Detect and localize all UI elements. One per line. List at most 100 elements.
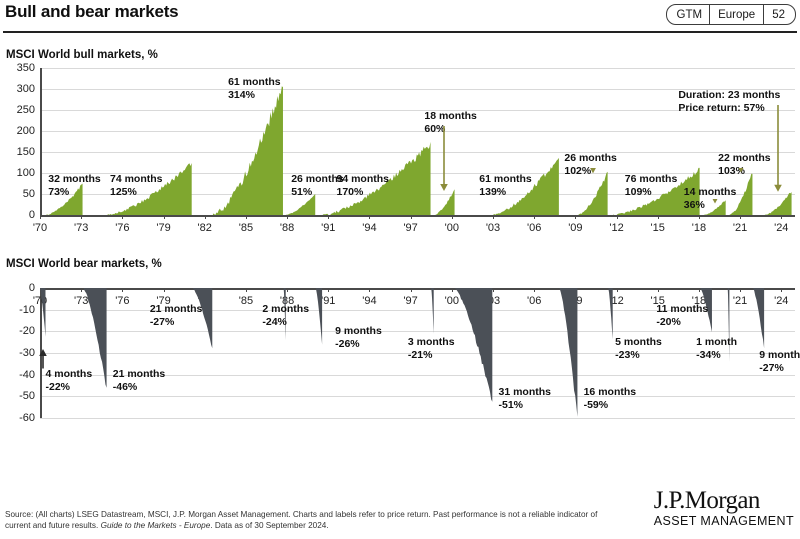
x-axis-tick-mark bbox=[616, 288, 618, 292]
annotation-return: -21% bbox=[407, 348, 433, 361]
callout-arrow-down bbox=[589, 168, 596, 174]
x-axis-tick-label: '70 bbox=[32, 222, 48, 234]
market-episode-area bbox=[455, 288, 493, 402]
x-axis-tick-mark bbox=[781, 288, 783, 292]
annotation-return: 109% bbox=[624, 186, 652, 198]
x-axis-tick-label: '91 bbox=[321, 222, 336, 234]
y-axis-line bbox=[40, 68, 42, 215]
bear-callout: 3 months -21% bbox=[408, 336, 455, 362]
x-axis-tick-mark bbox=[410, 288, 412, 292]
market-episode-area bbox=[764, 191, 792, 215]
annotation-return: -34% bbox=[696, 348, 721, 361]
x-axis-tick-label: '97 bbox=[403, 222, 418, 234]
annotation-return: -24% bbox=[262, 316, 287, 329]
page-header: Bull and bear markets GTM Europe 52 bbox=[0, 0, 800, 30]
bull-chart-title: MSCI World bull markets, % bbox=[6, 49, 158, 61]
y-axis-tick-label: -20 bbox=[19, 325, 35, 338]
x-axis-tick-mark bbox=[657, 215, 659, 219]
bull-callout: 74 months 125% bbox=[110, 173, 163, 199]
x-axis-tick-label: '03 bbox=[485, 222, 501, 234]
x-axis-tick-label: '88 bbox=[279, 222, 295, 234]
bull-callout: 18 months 60% bbox=[424, 110, 477, 136]
y-axis-tick-label: -40 bbox=[19, 368, 35, 381]
y-axis-tick-label: -30 bbox=[19, 347, 35, 359]
x-axis-tick-label: '82 bbox=[197, 222, 212, 234]
x-axis-tick-label: '12 bbox=[609, 222, 624, 234]
x-axis-tick-mark bbox=[616, 215, 618, 219]
x-axis-tick-mark bbox=[245, 288, 247, 292]
x-axis-tick-label: '06 bbox=[527, 222, 542, 234]
bear-callout: 16 months -59% bbox=[584, 386, 637, 412]
annotation-duration: 94 months bbox=[336, 173, 390, 185]
annotation-duration: 5 months bbox=[615, 335, 662, 348]
gridline bbox=[40, 331, 795, 333]
annotation-duration: 16 months bbox=[583, 385, 637, 398]
annotation-return: 314% bbox=[228, 89, 255, 102]
market-episode-area bbox=[283, 288, 286, 340]
bear-callout: 4 months -22% bbox=[45, 368, 92, 394]
annotation-return: -59% bbox=[583, 398, 609, 411]
x-axis-tick-label: '79 bbox=[156, 295, 171, 307]
bear-callout: 5 months -23% bbox=[615, 336, 662, 362]
gridline bbox=[40, 418, 795, 419]
market-episode-area bbox=[193, 288, 213, 349]
x-axis-tick-label: '91 bbox=[321, 295, 336, 307]
x-axis-tick-label: '00 bbox=[444, 222, 459, 234]
annotation-return: -27% bbox=[759, 361, 784, 374]
x-axis-tick-label: '15 bbox=[650, 222, 665, 234]
market-episode-area bbox=[285, 193, 316, 215]
bear-markets-chart: 0-10-20-30-40-50-60'70'73'76'79'82'85'88… bbox=[0, 274, 800, 434]
market-episode-area bbox=[613, 167, 700, 215]
bull-callout: 22 months 103% bbox=[718, 152, 771, 178]
market-episode-area bbox=[753, 288, 765, 349]
market-episode-area bbox=[46, 183, 83, 215]
callout-arrow-down bbox=[440, 126, 449, 191]
x-axis-tick-label: '21 bbox=[732, 295, 748, 307]
jpmorgan-logo: J.P.Morgan ASSET MANAGEMENT bbox=[654, 487, 794, 529]
x-axis-tick-label: '12 bbox=[609, 295, 624, 307]
annotation-return: 51% bbox=[291, 186, 313, 198]
gridline bbox=[40, 89, 795, 90]
x-axis-tick-label: '00 bbox=[444, 295, 459, 307]
market-episode-area bbox=[729, 171, 753, 215]
bull-callout: 14 months 36% bbox=[684, 186, 737, 212]
x-axis-tick-mark bbox=[122, 288, 124, 292]
market-episode-area bbox=[578, 171, 608, 215]
bear-callout: 9 months-27% bbox=[759, 349, 800, 375]
x-axis-tick-mark bbox=[287, 288, 289, 292]
y-axis-tick-label: 150 bbox=[16, 146, 35, 158]
badge-page-number: 52 bbox=[763, 5, 795, 24]
y-axis-tick-label: 250 bbox=[16, 104, 35, 116]
market-episode-area bbox=[700, 288, 712, 333]
x-axis-tick-mark bbox=[40, 215, 41, 219]
gridline bbox=[40, 68, 795, 69]
bull-callout: 61 months 139% bbox=[479, 173, 532, 199]
bull-market-series bbox=[46, 83, 792, 216]
annotation-return: -20% bbox=[656, 316, 681, 329]
x-axis-tick-mark bbox=[245, 215, 247, 219]
y-axis-tick-label: -60 bbox=[19, 412, 35, 424]
logo-tagline: ASSET MANAGEMENT bbox=[653, 514, 794, 528]
market-episode-area bbox=[322, 141, 431, 215]
gridline bbox=[40, 353, 795, 354]
y-axis-tick-label: 0 bbox=[28, 282, 35, 294]
y-axis-tick-label: 200 bbox=[16, 125, 35, 137]
x-axis-tick-mark bbox=[81, 215, 83, 219]
annotation-duration: 26 months bbox=[564, 152, 617, 164]
x-axis-tick-mark bbox=[534, 215, 536, 219]
annotation-duration: 74 months bbox=[110, 173, 163, 185]
annotation-duration: 9 months bbox=[759, 348, 800, 361]
bear-callout: 1 month -34% bbox=[696, 336, 737, 362]
annotation-duration: 14 months bbox=[683, 185, 737, 198]
market-episode-area bbox=[107, 162, 192, 215]
callout-arrow-down bbox=[738, 168, 744, 173]
annotation-duration: 61 months bbox=[479, 173, 532, 185]
x-axis-tick-mark bbox=[451, 288, 453, 292]
gridline bbox=[40, 152, 795, 153]
bear-callout: 11 months -20% bbox=[656, 303, 708, 329]
bear-callout: 21 months -27% bbox=[150, 303, 203, 329]
x-axis-tick-mark bbox=[781, 215, 783, 219]
x-axis-tick-label: '85 bbox=[238, 295, 254, 307]
annotation-duration: Duration: 23 months bbox=[678, 89, 781, 101]
x-axis-tick-mark bbox=[493, 215, 494, 219]
